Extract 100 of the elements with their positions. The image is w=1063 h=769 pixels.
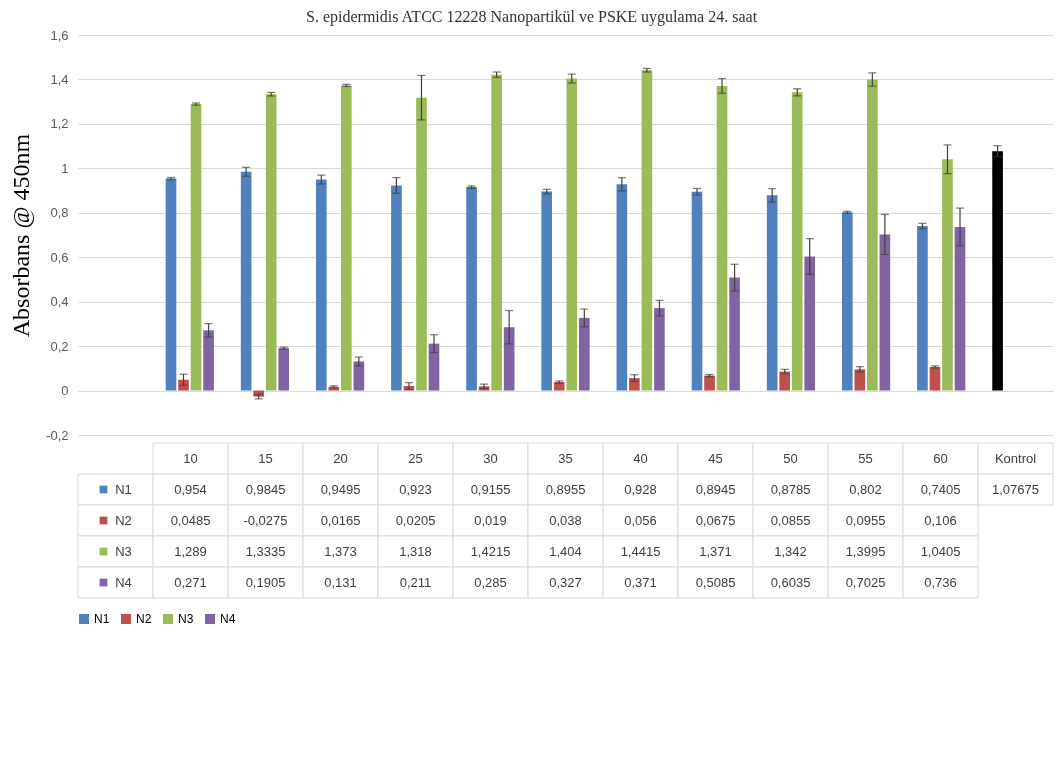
bar [654,308,665,391]
bar [190,104,202,391]
bar [716,85,728,391]
bar [165,178,177,391]
bar [265,94,277,391]
data-label: 0,019 [474,512,507,528]
bar [391,185,402,391]
data-label: 0,928 [624,481,657,497]
x-tick-label: 15 [258,450,273,466]
data-label: 0,954 [174,481,207,497]
bar [428,343,440,391]
y-tick-label: 1,2 [50,116,69,132]
data-label: 0,8945 [695,481,736,497]
text: N2 [136,612,152,626]
bar [203,330,214,391]
data-label: 1,371 [699,543,732,559]
data-label: 0,0855 [770,512,811,528]
bar [466,187,477,391]
data-label: 0,9495 [320,481,361,497]
bar [954,227,966,391]
data-label: 0,802 [849,481,882,497]
bar [942,159,953,391]
y-tick-label: 0,2 [50,338,69,354]
data-label: 0,0485 [170,512,211,528]
data-label: 0,0205 [395,512,436,528]
data-label: 1,0405 [920,543,961,559]
y-tick-label: 1,6 [50,27,69,43]
data-label: -0,0275 [243,512,288,528]
bar [566,78,578,391]
data-label: 0,0165 [320,512,361,528]
text: N4 [220,612,236,626]
bar [841,212,853,391]
data-label: 0,106 [924,512,957,528]
bar [240,171,252,391]
data-label: 0,7025 [845,574,886,590]
bar [578,317,590,391]
data-label: 1,4215 [470,543,511,559]
bar [553,382,565,391]
bar [641,70,653,391]
bar [503,327,515,391]
x-tick-label: 40 [633,450,648,466]
bar [704,375,715,391]
bar [766,195,778,391]
x-tick-label: 50 [783,450,798,466]
data-label: 0,9155 [470,481,511,497]
x-tick-label: 35 [558,450,573,466]
chart-title: S. epidermidis ATCC 12228 Nanopartikül ve PSKE uygulama 24. saat [306,8,758,26]
data-label: 0,285 [474,574,507,590]
bar [804,256,816,391]
bar [416,97,427,391]
data-label: 0,5085 [695,574,736,590]
data-label: 1,289 [174,543,207,559]
x-tick-label: 10 [183,450,198,466]
data-label: 0,038 [549,512,582,528]
data-label: 1,342 [774,543,807,559]
text: N3 [178,612,194,626]
x-tick-label: 30 [483,450,498,466]
data-label: 0,8785 [770,481,811,497]
data-label: 1,3995 [845,543,886,559]
x-tick-label: Kontrol [994,450,1037,466]
data-label: 0,327 [549,574,582,590]
text: N1 [94,612,110,626]
x-tick-label: 25 [408,450,423,466]
y-tick-label: 0,4 [50,294,69,310]
bar [315,179,327,391]
data-label: 0,7405 [920,481,961,497]
data-label: 0,1905 [245,574,286,590]
bar [929,367,941,391]
bar [729,277,740,391]
legend-label: N3 [115,543,132,559]
data-label: 1,373 [324,543,357,559]
data-label: 0,211 [399,574,432,590]
legend-label: N1 [115,481,132,497]
legend-label: N2 [115,512,132,528]
y-tick-label: 0,6 [50,249,69,265]
data-label: 0,8955 [545,481,586,497]
bar [353,361,365,391]
x-tick-label: 55 [858,450,873,466]
data-label: 0,271 [174,574,207,590]
data-label: 1,3335 [245,543,286,559]
y-tick-label: 1 [61,160,69,176]
data-label: 0,923 [399,481,432,497]
data-label: 1,07675 [992,481,1039,497]
data-label: 1,404 [549,543,582,559]
data-label: 0,056 [624,512,657,528]
data-label: 0,0955 [845,512,886,528]
y-axis-title: Absorbans @ 450nm [8,133,35,338]
bar [867,79,878,391]
bar [278,348,290,391]
data-label: 1,4415 [620,543,661,559]
y-tick-label: -0,2 [46,427,69,443]
data-label: 0,6035 [770,574,811,590]
legend-label: N4 [115,574,132,590]
bar [616,184,628,391]
x-tick-label: 60 [933,450,948,466]
y-tick-label: 1,4 [50,71,69,87]
bar [879,234,891,391]
data-label: 0,371 [624,574,657,590]
y-tick-label: 0,8 [50,205,69,221]
data-label: 0,0675 [695,512,736,528]
